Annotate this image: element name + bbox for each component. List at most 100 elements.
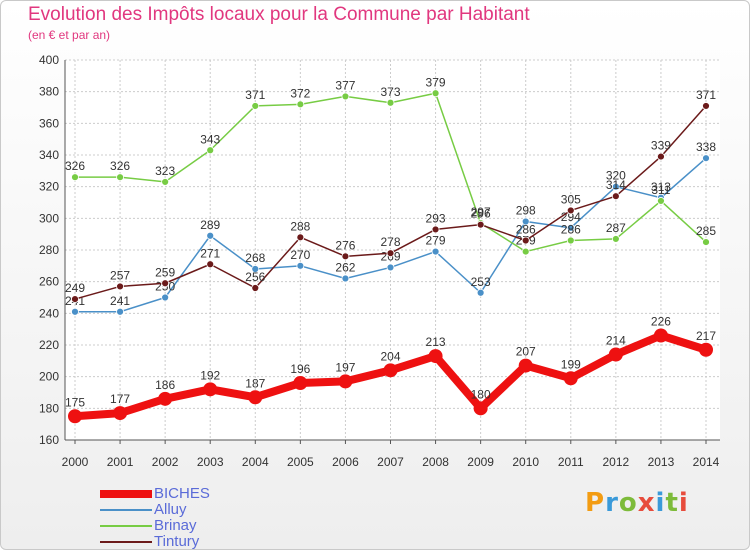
data-point [116, 307, 124, 316]
data-label: 320 [606, 169, 626, 183]
data-label: 257 [110, 268, 130, 282]
data-label: 298 [516, 204, 536, 218]
data-label: 377 [335, 78, 355, 92]
data-point [296, 261, 305, 270]
data-label: 288 [290, 219, 310, 233]
x-tick-label: 2010 [512, 455, 539, 469]
legend-swatch [100, 490, 152, 498]
data-label: 305 [561, 192, 581, 206]
data-point [608, 347, 623, 362]
x-tick-label: 2008 [422, 455, 449, 469]
data-label: 296 [471, 207, 491, 221]
data-label: 268 [245, 251, 265, 265]
y-tick-label: 160 [39, 433, 59, 447]
data-label: 259 [155, 265, 175, 279]
data-label: 271 [200, 246, 220, 260]
data-label: 213 [426, 335, 446, 349]
data-point [428, 349, 443, 364]
data-point [431, 225, 440, 234]
data-point [341, 274, 350, 283]
data-label: 177 [110, 392, 130, 406]
data-point [699, 342, 713, 357]
data-point [341, 252, 350, 261]
data-label: 217 [696, 329, 716, 343]
data-label: 297 [471, 205, 491, 219]
x-tick-label: 2006 [332, 455, 359, 469]
data-label: 276 [335, 238, 355, 252]
data-point [566, 206, 575, 215]
data-label: 199 [561, 357, 581, 371]
data-point [338, 374, 353, 389]
data-label: 187 [245, 376, 265, 390]
data-label: 180 [471, 387, 491, 401]
data-point [203, 382, 218, 397]
data-point [296, 100, 305, 109]
data-label: 314 [606, 178, 626, 192]
data-point [248, 390, 263, 405]
data-label: 286 [516, 223, 536, 237]
x-tick-label: 2009 [467, 455, 494, 469]
y-tick-label: 380 [39, 85, 59, 99]
y-tick-label: 400 [39, 53, 59, 67]
y-tick-label: 320 [39, 180, 59, 194]
data-point [657, 152, 665, 161]
y-tick-label: 340 [39, 148, 59, 162]
x-tick-label: 2012 [603, 455, 630, 469]
y-tick-label: 200 [39, 370, 59, 384]
data-point [161, 279, 170, 288]
data-point [113, 406, 128, 421]
data-label: 270 [290, 248, 310, 262]
legend-swatch [100, 509, 152, 511]
data-point [386, 98, 395, 107]
legend-item: Tintury [100, 534, 300, 550]
data-label: 175 [65, 395, 85, 409]
legend-label: Brinay [154, 517, 197, 534]
data-point [383, 363, 398, 378]
data-label: 326 [110, 159, 130, 173]
data-label: 241 [110, 294, 130, 308]
legend-label: BICHES [154, 485, 210, 502]
data-point [116, 282, 124, 291]
data-point [158, 391, 173, 406]
legend-label: Alluy [154, 501, 187, 518]
legend-item: Brinay [100, 518, 300, 534]
data-point [116, 173, 124, 182]
y-tick-label: 260 [39, 275, 59, 289]
data-label: 379 [426, 75, 446, 89]
x-tick-label: 2002 [152, 455, 179, 469]
data-label: 249 [65, 281, 85, 295]
data-point [473, 401, 488, 416]
data-label: 196 [290, 362, 310, 376]
data-point [71, 307, 79, 316]
data-label: 207 [516, 345, 536, 359]
data-label: 226 [651, 315, 671, 329]
legend-label: Tintury [154, 533, 200, 550]
x-tick-label: 2011 [558, 455, 584, 469]
data-point [476, 220, 485, 229]
data-point [71, 295, 79, 303]
x-tick-label: 2014 [693, 455, 720, 469]
data-label: 279 [426, 234, 446, 248]
data-label: 373 [380, 85, 400, 99]
data-point [702, 238, 710, 246]
data-point [341, 92, 350, 101]
data-label: 339 [651, 139, 671, 153]
data-point [161, 178, 170, 186]
data-label: 197 [335, 360, 355, 374]
data-point [251, 102, 260, 110]
data-point [71, 173, 79, 182]
data-label: 285 [696, 224, 716, 238]
data-point [386, 263, 395, 272]
data-label: 256 [245, 270, 265, 284]
data-point [251, 284, 260, 292]
data-point [657, 197, 665, 205]
data-label: 214 [606, 334, 626, 348]
x-tick-label: 2000 [62, 455, 89, 469]
x-tick-label: 2003 [197, 455, 224, 469]
y-tick-label: 300 [39, 211, 59, 225]
data-label: 286 [561, 223, 581, 237]
data-label: 343 [200, 132, 220, 146]
data-label: 262 [335, 261, 355, 275]
data-label: 278 [380, 235, 400, 249]
